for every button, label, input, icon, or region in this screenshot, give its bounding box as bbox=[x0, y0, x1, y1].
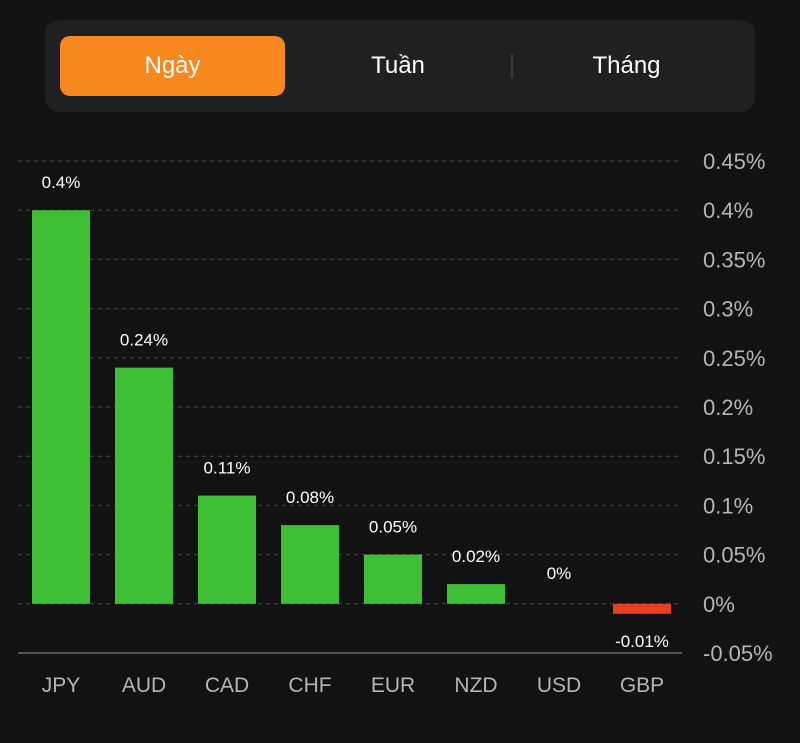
y-tick-label: 0.3% bbox=[703, 297, 753, 322]
data-label: -0.01% bbox=[615, 632, 669, 651]
y-tick-label: 0.05% bbox=[703, 543, 765, 568]
category-label: USD bbox=[537, 674, 581, 697]
y-tick-label: 0.2% bbox=[703, 395, 753, 420]
y-tick-label: 0% bbox=[703, 592, 735, 617]
bar-gbp bbox=[613, 603, 671, 614]
bar-chf bbox=[281, 525, 339, 604]
tab-divider bbox=[511, 54, 513, 78]
bar-aud bbox=[115, 367, 173, 604]
bar-nzd bbox=[447, 584, 505, 604]
tab-month[interactable]: Tháng bbox=[592, 52, 661, 79]
category-label: GBP bbox=[620, 674, 664, 697]
category-label: AUD bbox=[122, 674, 166, 697]
data-label: 0.02% bbox=[452, 547, 500, 566]
y-tick-label: 0.45% bbox=[703, 149, 765, 174]
y-tick-label: -0.05% bbox=[703, 641, 773, 666]
y-tick-label: 0.4% bbox=[703, 198, 753, 223]
data-label: 0% bbox=[547, 564, 572, 583]
data-label: 0.24% bbox=[120, 331, 168, 350]
bar-eur bbox=[364, 554, 422, 604]
category-label: EUR bbox=[371, 674, 415, 697]
tab-week[interactable]: Tuần bbox=[371, 52, 425, 79]
y-tick-label: 0.1% bbox=[703, 493, 753, 518]
bar-cad bbox=[198, 495, 256, 604]
data-label: 0.08% bbox=[286, 488, 334, 507]
y-tick-label: 0.25% bbox=[703, 346, 765, 371]
bar-jpy bbox=[32, 210, 90, 604]
category-label: CAD bbox=[205, 674, 249, 697]
data-label: 0.05% bbox=[369, 518, 417, 537]
category-label: JPY bbox=[42, 674, 81, 697]
data-label: 0.4% bbox=[42, 173, 81, 192]
tab-day[interactable]: Ngày bbox=[60, 36, 285, 96]
category-label: CHF bbox=[288, 674, 331, 697]
category-label: NZD bbox=[454, 674, 497, 697]
data-label: 0.11% bbox=[204, 459, 251, 478]
period-segmented-control: Ngày Tuần Tháng bbox=[45, 20, 755, 112]
y-tick-label: 0.35% bbox=[703, 247, 765, 272]
y-tick-label: 0.15% bbox=[703, 444, 765, 469]
